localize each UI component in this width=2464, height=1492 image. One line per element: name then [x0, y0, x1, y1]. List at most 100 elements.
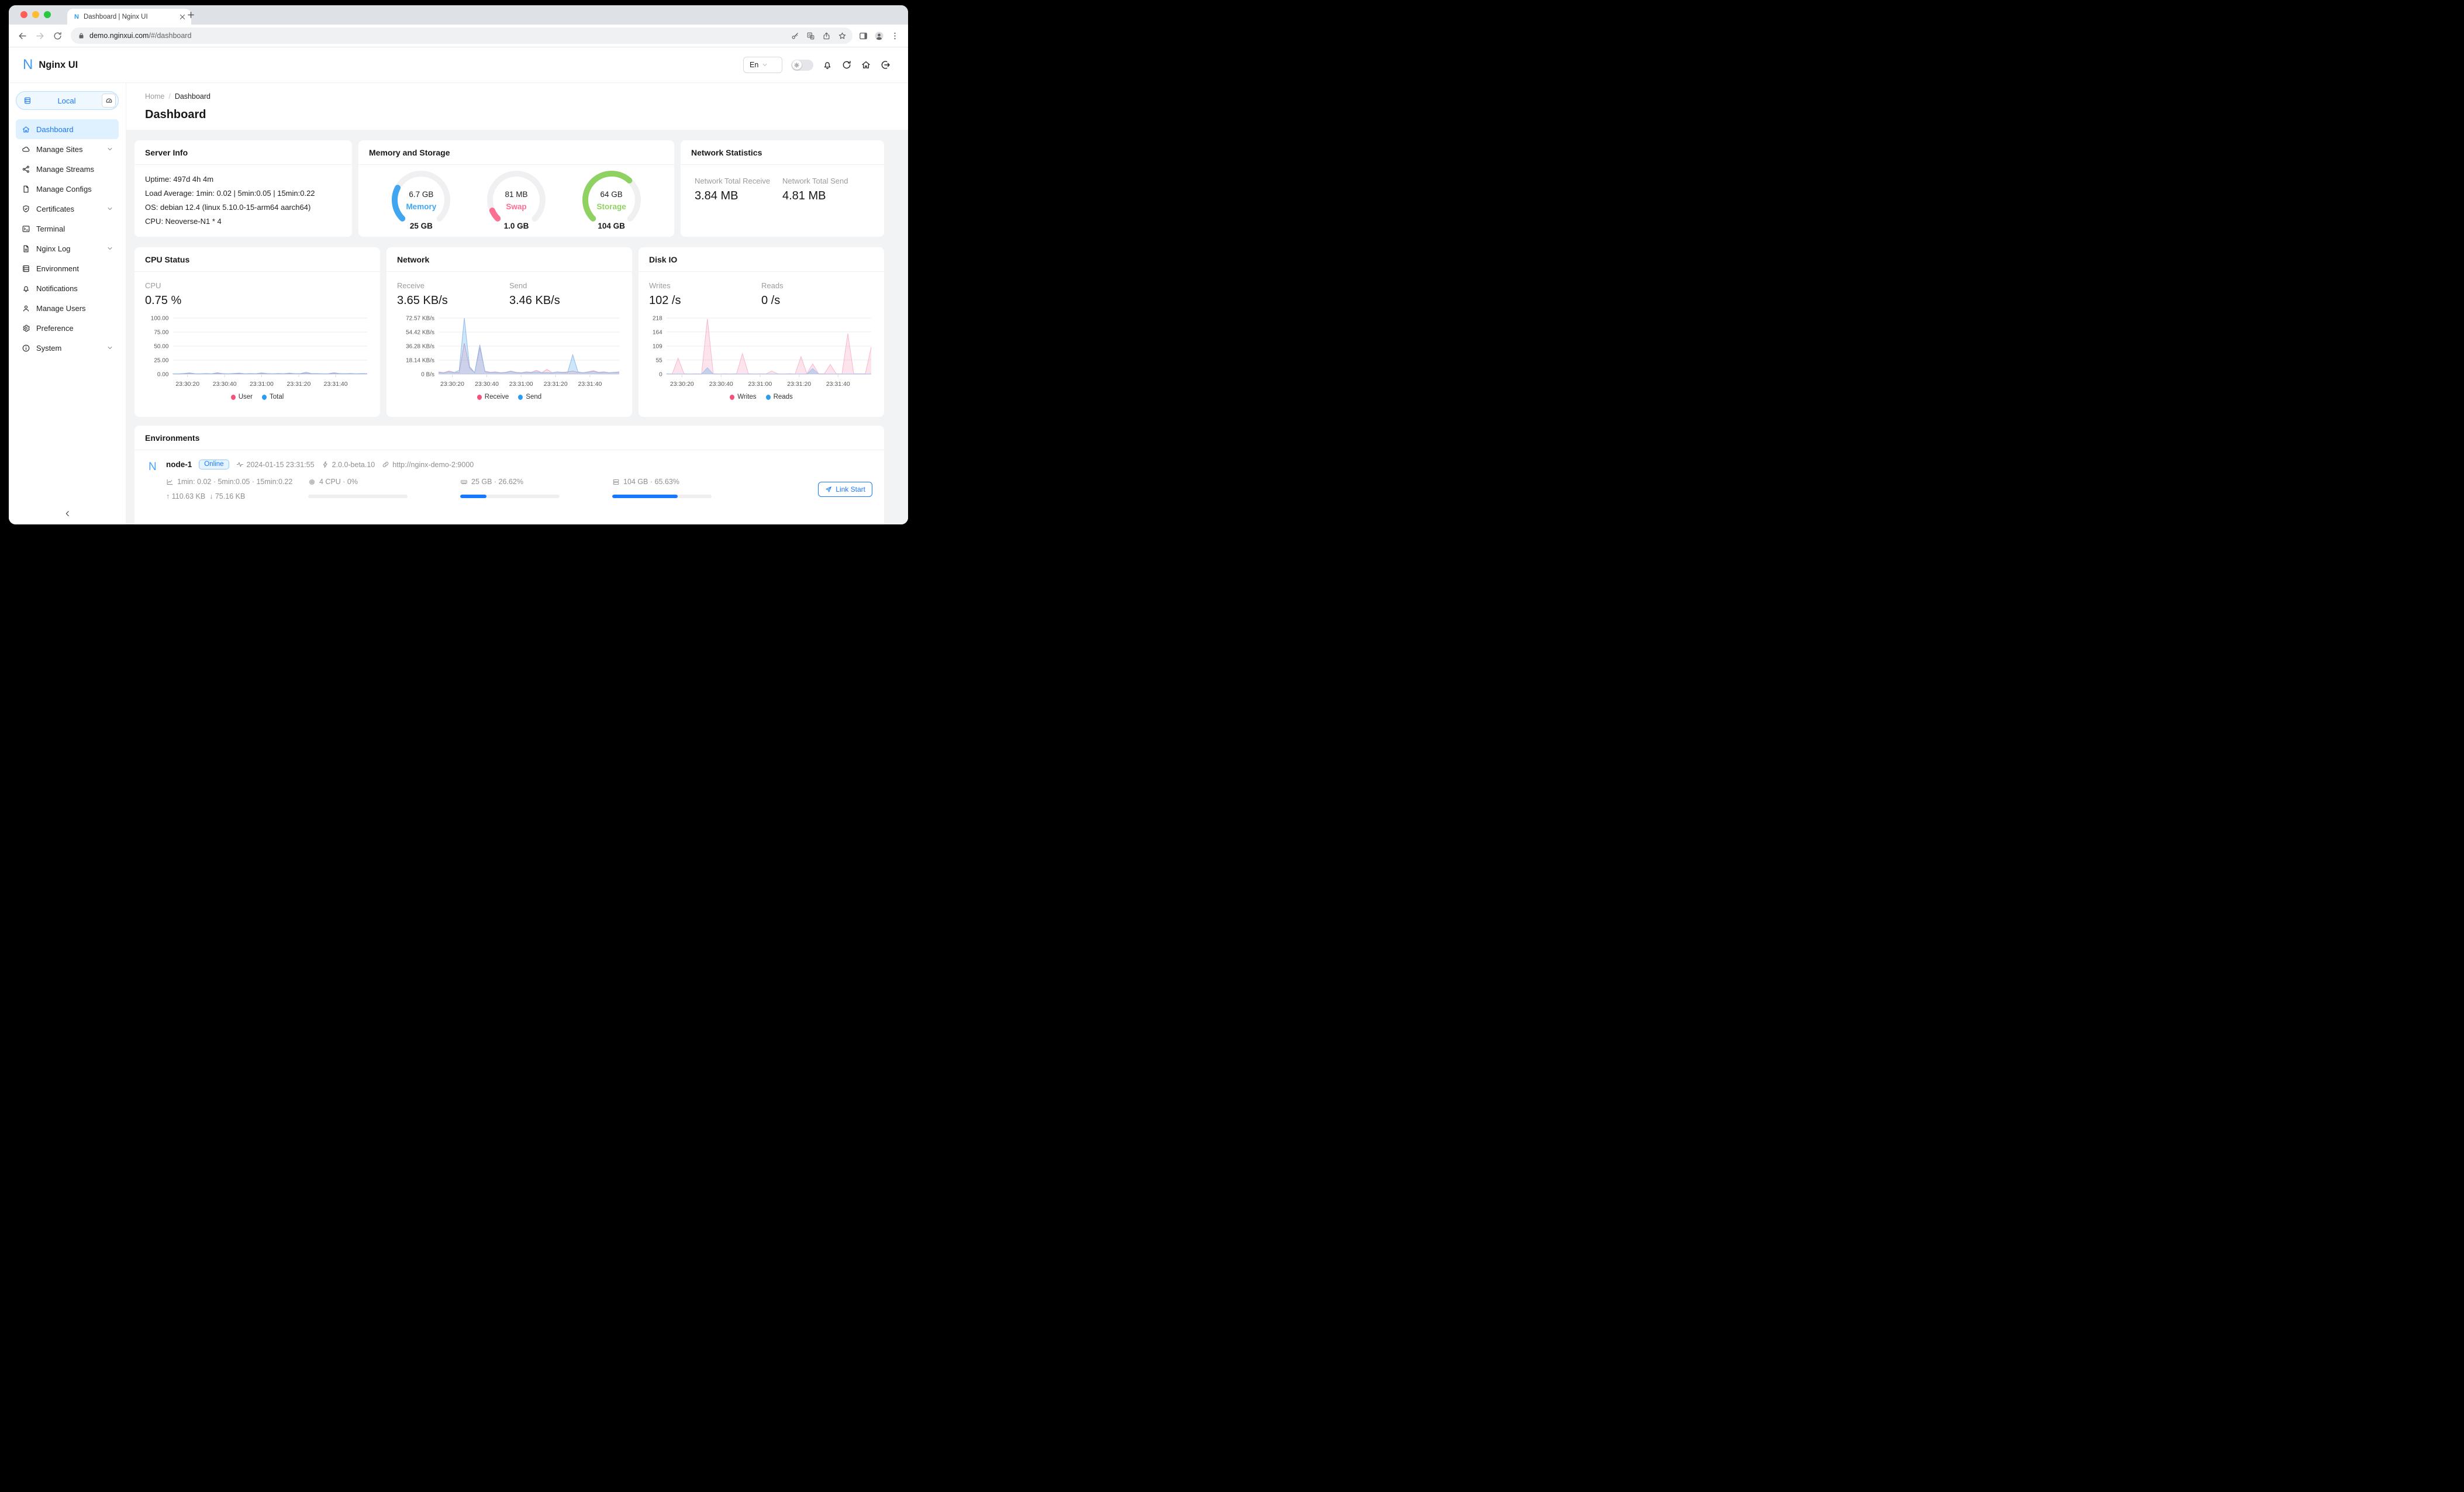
link-start-button[interactable]: Link Start	[818, 482, 872, 497]
node-version: 2.0.0-beta.10	[322, 461, 375, 469]
sidebar-menu: Dashboard Manage Sites Manage Streams Ma…	[16, 119, 119, 358]
cpu-text: CPU: Neoverse-N1 * 4	[145, 217, 222, 226]
maximize-window-button[interactable]	[44, 11, 51, 18]
status-badge: Online	[199, 460, 229, 469]
node-logo: N	[149, 461, 157, 473]
bookmark-star-icon[interactable]	[838, 32, 847, 40]
password-key-icon[interactable]	[791, 32, 799, 40]
sidebar-item-notifications[interactable]: Notifications	[16, 278, 119, 298]
sidebar-item-certificates[interactable]: Certificates	[16, 199, 119, 219]
forward-icon[interactable]	[35, 31, 45, 41]
browser-tab[interactable]: N Dashboard | Nginx UI	[67, 9, 191, 25]
stat-value: 0 /s	[761, 294, 781, 307]
browser-toolbar: demo.nginxui.com/#/dashboard	[9, 25, 908, 47]
node-cpu: 4 CPU · 0%	[308, 478, 460, 486]
sidebar-item-label: Manage Streams	[36, 164, 94, 174]
breadcrumb-home[interactable]: Home	[145, 92, 165, 101]
hdd-icon	[612, 478, 620, 486]
side-panel-icon[interactable]	[858, 31, 868, 41]
theme-toggle[interactable]	[791, 59, 813, 71]
new-tab-button[interactable]	[187, 11, 195, 19]
chart-legend: User Total	[145, 393, 370, 400]
address-bar[interactable]: demo.nginxui.com/#/dashboard	[71, 27, 853, 44]
bolt-icon	[322, 461, 329, 468]
svg-text:50.00: 50.00	[154, 344, 168, 350]
chart-line-icon	[166, 478, 174, 486]
dashboard-gauge-button[interactable]	[102, 94, 116, 108]
gauge-storage: 64 GB Storage 104 GB	[577, 168, 647, 233]
legend-item-send[interactable]: Send	[518, 393, 541, 400]
card-title: Network Statistics	[681, 140, 884, 165]
sidebar-item-label: Manage Users	[36, 303, 86, 313]
gauge-total: 25 GB	[409, 222, 433, 230]
back-icon[interactable]	[18, 31, 27, 41]
cpu-icon	[308, 478, 316, 486]
header-actions: En	[743, 57, 908, 73]
nginx-ui-logo: N	[23, 57, 33, 72]
sidebar-item-dashboard[interactable]: Dashboard	[16, 119, 119, 139]
sidebar-item-manage-sites[interactable]: Manage Sites	[16, 139, 119, 159]
dashboard-body: Server Info Uptime: 497d 4h 4m Load Aver…	[126, 130, 908, 524]
node-disk: 104 GB · 65.63%	[612, 478, 874, 486]
notifications-bell-icon[interactable]	[822, 60, 833, 70]
activity-icon	[236, 461, 244, 468]
legend-item-writes[interactable]: Writes	[730, 393, 757, 400]
close-window-button[interactable]	[20, 11, 27, 18]
environment-selector[interactable]: Local	[16, 91, 119, 110]
language-select[interactable]: En	[743, 57, 782, 73]
sidebar-item-manage-configs[interactable]: Manage Configs	[16, 179, 119, 199]
sidebar-item-label: Certificates	[36, 204, 75, 213]
breadcrumb-current: Dashboard	[174, 92, 210, 101]
svg-text:23:30:40: 23:30:40	[475, 381, 499, 388]
stat-value: 0.75 %	[145, 294, 182, 307]
sidebar-item-terminal[interactable]: Terminal	[16, 219, 119, 239]
sidebar-item-preference[interactable]: Preference	[16, 318, 119, 338]
legend-item-total[interactable]: Total	[261, 393, 284, 400]
sidebar-item-system[interactable]: System	[16, 338, 119, 358]
home-icon[interactable]	[861, 60, 871, 70]
node-url[interactable]: http://nginx-demo-2:9000	[382, 461, 474, 469]
svg-text:23:31:40: 23:31:40	[324, 381, 348, 388]
chevron-down-icon	[107, 345, 113, 351]
avatar[interactable]	[874, 31, 884, 41]
logout-icon[interactable]	[880, 60, 891, 70]
legend-item-receive[interactable]: Receive	[477, 393, 509, 400]
stat-label: Send	[509, 281, 527, 290]
svg-text:23:31:00: 23:31:00	[250, 381, 274, 388]
legend-item-reads[interactable]: Reads	[765, 393, 793, 400]
translate-icon[interactable]	[806, 32, 815, 40]
card-title: Memory and Storage	[358, 140, 674, 165]
disk-io-card: Disk IO Writes 102 /s Reads 0 /s 0 55 109 16…	[639, 247, 884, 417]
chevron-down-icon	[107, 146, 113, 152]
sidebar-item-manage-streams[interactable]: Manage Streams	[16, 159, 119, 179]
refresh-icon[interactable]	[841, 60, 852, 70]
cloud-icon	[22, 145, 30, 154]
node-load-average: 1min: 0.02 · 5min:0.05 · 15min:0.22	[166, 478, 308, 486]
stat-label: Network Total Receive	[695, 177, 771, 185]
legend-item-user[interactable]: User	[230, 393, 253, 400]
sidebar-item-label: Notifications	[36, 284, 78, 293]
chart: 0.00 25.00 50.00 75.00 100.00 23:30:20 23:30:4…	[145, 315, 370, 392]
environments-card: Environments N node-1 Online 2024-01-15 …	[134, 426, 884, 524]
stat-label: Receive	[397, 281, 425, 290]
card-title: CPU Status	[134, 247, 380, 272]
chevron-down-icon	[107, 246, 113, 251]
svg-text:0.00: 0.00	[157, 372, 169, 378]
sidebar-item-environment[interactable]: Environment	[16, 258, 119, 278]
cpu-progress	[308, 495, 408, 498]
gauge-swap: 81 MB Swap 1.0 GB	[481, 168, 551, 233]
sidebar-item-nginx-log[interactable]: Nginx Log	[16, 239, 119, 258]
card-title: Network	[386, 247, 632, 272]
tab-close-icon[interactable]	[178, 13, 187, 21]
browser-menu-icon[interactable]	[890, 31, 900, 41]
reload-page-icon[interactable]	[53, 31, 63, 41]
svg-text:23:30:20: 23:30:20	[175, 381, 199, 388]
server-icon	[23, 96, 32, 105]
svg-text:0 B/s: 0 B/s	[421, 372, 434, 378]
share-icon[interactable]	[822, 32, 831, 40]
node-memory: 25 GB · 26.62%	[460, 478, 612, 486]
minimize-window-button[interactable]	[32, 11, 39, 18]
sidebar-collapse-button[interactable]	[9, 510, 126, 517]
sidebar-item-manage-users[interactable]: Manage Users	[16, 298, 119, 318]
gauge-label: Storage	[596, 202, 626, 211]
